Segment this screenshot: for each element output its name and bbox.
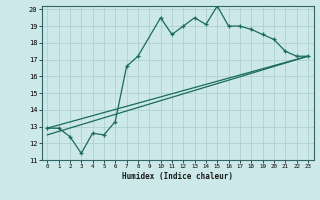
X-axis label: Humidex (Indice chaleur): Humidex (Indice chaleur): [122, 172, 233, 181]
